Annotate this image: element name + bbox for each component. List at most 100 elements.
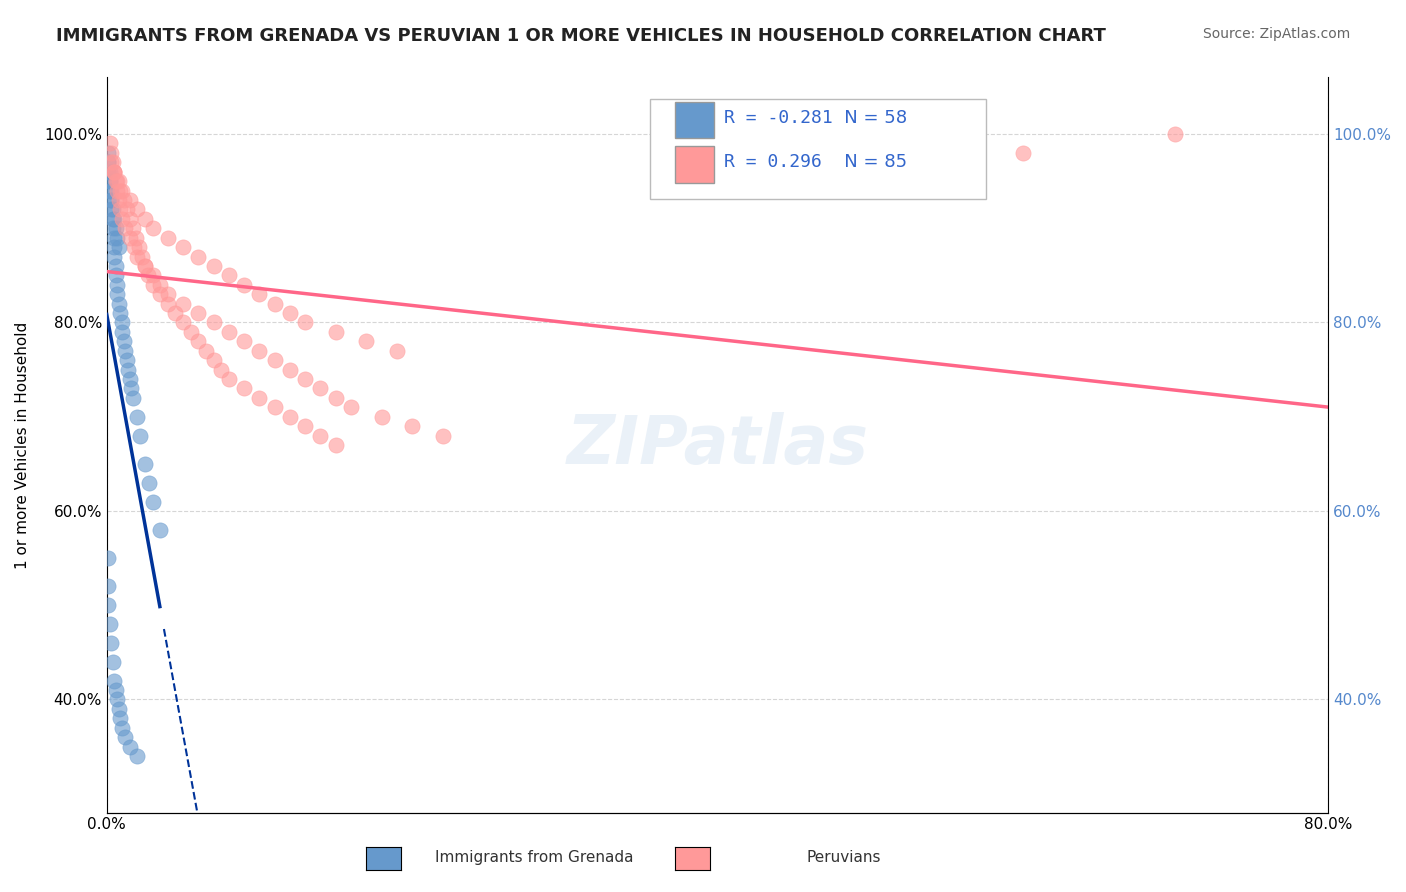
Point [98,184,121,198]
Point [103,240,125,254]
Point [98,174,121,188]
Point [401,419,423,434]
Text: Immigrants from Grenada: Immigrants from Grenada [434,850,634,865]
Point [156,287,179,301]
Point [104,259,127,273]
Point [103,164,125,178]
Point [118,739,141,754]
Point [112,334,135,349]
Point [107,184,129,198]
Point [107,277,129,292]
Point [149,287,172,301]
Point [385,343,408,358]
Point [432,428,454,442]
Point [97,579,120,593]
Point [114,343,136,358]
Point [356,334,378,349]
Point [249,391,271,405]
Point [136,268,159,283]
Point [187,306,209,320]
Point [122,240,145,254]
Point [101,211,124,226]
Point [149,277,172,292]
Point [134,259,156,273]
Point [104,683,127,698]
Text: N = 85: N = 85 [827,153,907,171]
Point [249,343,271,358]
Point [218,268,240,283]
Text: Peruvians: Peruvians [807,850,880,865]
Point [110,306,132,320]
Point [128,240,150,254]
Point [202,316,225,330]
Point [100,145,122,160]
Point [98,164,121,178]
Point [187,250,209,264]
Point [111,316,134,330]
Point [142,221,165,235]
Point [98,174,121,188]
Point [127,749,149,764]
Y-axis label: 1 or more Vehicles in Household: 1 or more Vehicles in Household [15,321,30,568]
Point [104,268,127,283]
Point [107,230,129,244]
Point [118,193,141,207]
Text: Source: ZipAtlas.com: Source: ZipAtlas.com [1202,27,1350,41]
Point [370,409,392,424]
Text: IMMIGRANTS FROM GRENADA VS PERUVIAN 1 OR MORE VEHICLES IN HOUSEHOLD CORRELATION : IMMIGRANTS FROM GRENADA VS PERUVIAN 1 OR… [56,27,1107,45]
Point [120,381,142,395]
Point [97,164,120,178]
Point [149,523,172,537]
Point [108,193,131,207]
Text: R = -0.281: R = -0.281 [724,109,832,127]
Point [103,164,125,178]
Point [97,155,120,169]
Point [127,250,149,264]
Point [112,193,135,207]
Point [202,259,225,273]
Point [294,372,316,386]
Point [202,353,225,368]
Point [118,372,141,386]
Point [108,174,131,188]
Point [115,202,138,217]
Point [325,438,347,452]
Point [294,419,316,434]
Point [131,250,153,264]
Point [97,145,120,160]
Point [142,494,165,508]
Point [218,372,240,386]
Point [103,230,125,244]
Point [340,401,363,415]
Point [108,702,131,716]
Point [111,721,134,735]
Point [172,240,194,254]
Text: N = 58: N = 58 [827,109,907,127]
FancyBboxPatch shape [650,100,986,199]
Point [110,711,132,725]
Point [129,428,152,442]
Point [278,409,301,424]
Point [118,230,141,244]
Point [115,353,138,368]
Point [172,316,194,330]
Point [104,221,127,235]
Point [165,306,187,320]
Point [233,381,256,395]
Point [172,296,194,310]
Point [110,202,132,217]
Point [249,287,271,301]
Point [309,381,332,395]
Point [263,353,285,368]
Point [108,240,131,254]
Point [263,296,285,310]
Point [111,184,134,198]
Point [110,184,132,198]
Point [1164,127,1187,141]
Point [263,401,285,415]
Point [278,306,301,320]
Point [195,343,218,358]
Point [100,184,122,198]
Point [97,155,120,169]
Point [142,277,165,292]
